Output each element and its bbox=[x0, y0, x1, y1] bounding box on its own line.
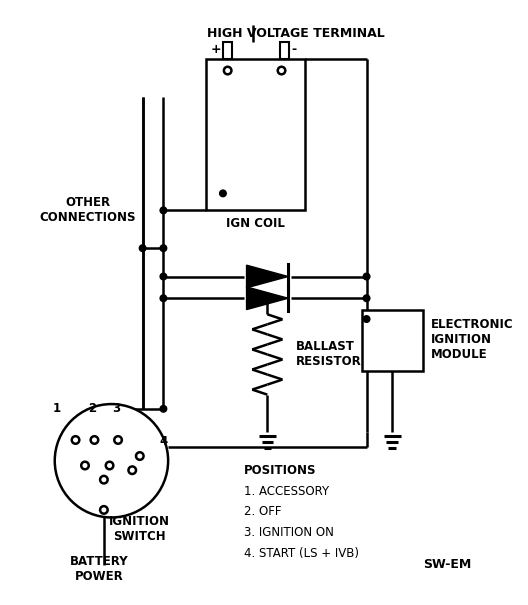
Circle shape bbox=[114, 436, 122, 443]
Circle shape bbox=[139, 245, 146, 252]
Text: 2: 2 bbox=[89, 402, 97, 415]
Text: IGNITION
SWITCH: IGNITION SWITCH bbox=[109, 515, 171, 543]
Bar bbox=[206, 59, 305, 211]
Circle shape bbox=[106, 462, 114, 469]
Circle shape bbox=[363, 295, 370, 301]
Circle shape bbox=[72, 436, 79, 443]
Text: 1. ACCESSORY: 1. ACCESSORY bbox=[244, 485, 329, 497]
Circle shape bbox=[224, 67, 231, 74]
Bar bbox=[280, 42, 289, 59]
Circle shape bbox=[55, 404, 168, 517]
Circle shape bbox=[278, 67, 285, 74]
Circle shape bbox=[160, 295, 167, 301]
Text: SW-EM: SW-EM bbox=[423, 558, 471, 571]
Circle shape bbox=[160, 405, 167, 412]
Text: 3: 3 bbox=[112, 402, 120, 415]
Circle shape bbox=[100, 506, 108, 514]
Text: 3. IGNITION ON: 3. IGNITION ON bbox=[244, 526, 334, 539]
Text: 4: 4 bbox=[159, 436, 167, 448]
Text: -: - bbox=[291, 43, 296, 56]
Text: HIGH VOLTAGE TERMINAL: HIGH VOLTAGE TERMINAL bbox=[207, 27, 384, 40]
Text: POSITIONS: POSITIONS bbox=[244, 463, 316, 477]
Circle shape bbox=[160, 245, 167, 252]
Circle shape bbox=[220, 190, 226, 197]
Circle shape bbox=[136, 453, 144, 460]
Polygon shape bbox=[247, 265, 288, 288]
Circle shape bbox=[128, 466, 136, 474]
Polygon shape bbox=[247, 287, 288, 310]
Text: 2. OFF: 2. OFF bbox=[244, 505, 281, 518]
Circle shape bbox=[372, 323, 406, 357]
Bar bbox=[362, 310, 423, 371]
Text: 1: 1 bbox=[53, 402, 61, 415]
Text: 4. START (LS + IVB): 4. START (LS + IVB) bbox=[244, 547, 359, 560]
Circle shape bbox=[81, 462, 89, 469]
Text: BALLAST
RESISTOR: BALLAST RESISTOR bbox=[296, 340, 362, 368]
Text: +: + bbox=[211, 43, 222, 56]
Text: ELECTRONIC
IGNITION
MODULE: ELECTRONIC IGNITION MODULE bbox=[431, 318, 513, 361]
Circle shape bbox=[363, 273, 370, 280]
Text: OTHER
CONNECTIONS: OTHER CONNECTIONS bbox=[40, 197, 136, 224]
Circle shape bbox=[100, 476, 108, 483]
Text: IGN COIL: IGN COIL bbox=[225, 217, 285, 230]
Bar bbox=[223, 42, 232, 59]
Circle shape bbox=[160, 207, 167, 214]
Circle shape bbox=[363, 316, 370, 322]
Circle shape bbox=[160, 273, 167, 280]
Text: BATTERY
POWER: BATTERY POWER bbox=[70, 555, 128, 583]
Circle shape bbox=[91, 436, 98, 443]
